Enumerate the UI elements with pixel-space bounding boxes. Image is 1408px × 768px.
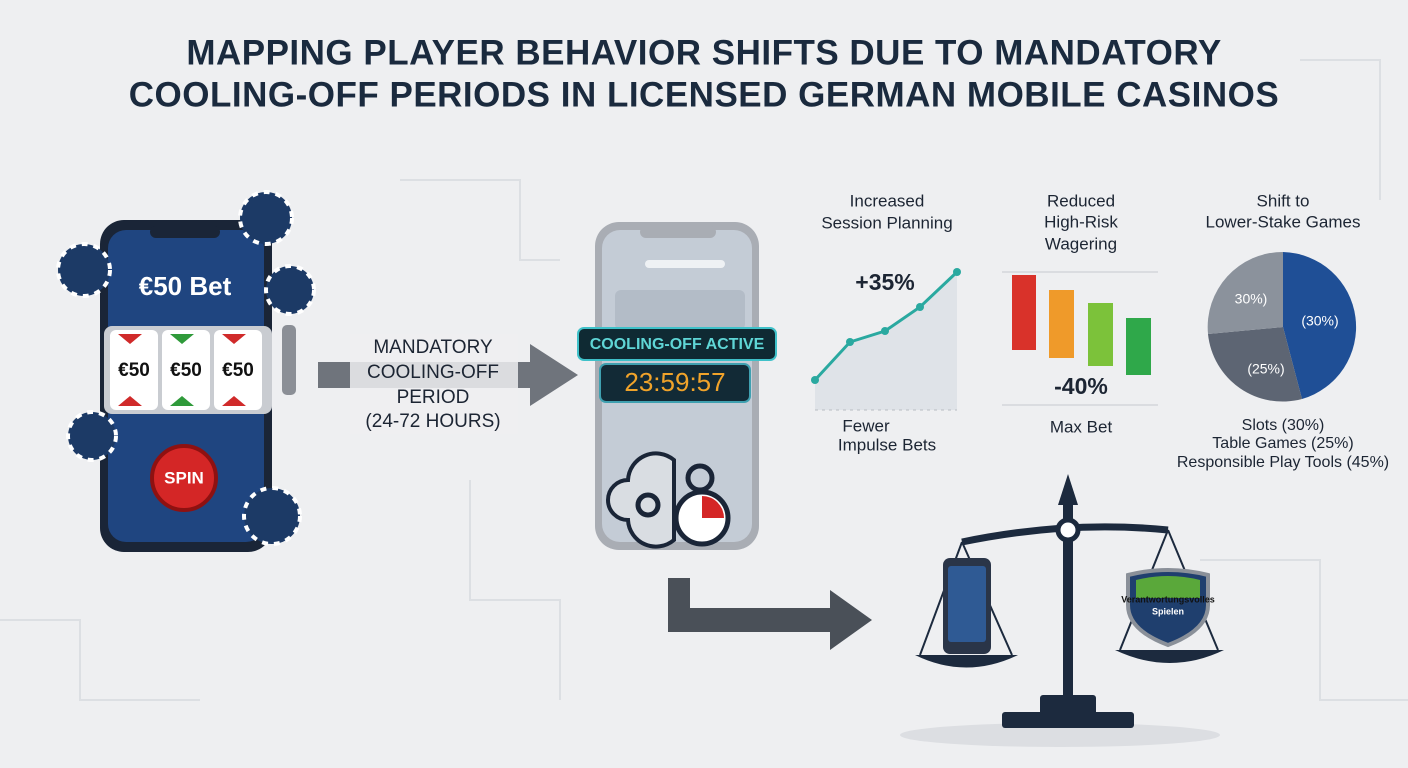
pie-slice	[1283, 252, 1357, 399]
pie-slice	[1208, 327, 1302, 402]
slice-label: (30%)	[1301, 313, 1338, 329]
chip	[238, 190, 294, 246]
timer-box	[599, 363, 751, 403]
panel-title: Session Planning	[821, 213, 952, 232]
spin-label: SPIN	[164, 468, 204, 487]
screen-bar	[645, 260, 725, 268]
scale-tip	[1058, 474, 1078, 505]
panel-title: Increased	[850, 191, 925, 210]
legend-line: Table Games (25%)	[1212, 435, 1353, 452]
panel-title: Reduced	[1047, 191, 1115, 210]
scale-post	[1063, 500, 1073, 700]
scale-foot	[1040, 695, 1096, 715]
panel-caption: Fewer	[842, 416, 890, 435]
slice-label: (25%)	[1247, 361, 1284, 377]
slice-label: 30%)	[1235, 291, 1268, 307]
scale-base	[1002, 712, 1134, 728]
pie-slice	[1207, 251, 1283, 334]
left-pan	[915, 655, 1018, 668]
right-pan	[1115, 650, 1224, 663]
circuit	[1200, 559, 1408, 701]
notch	[640, 226, 716, 238]
badge-label: COOLING-OFF ACTIVE	[590, 336, 765, 353]
trend-point	[811, 376, 819, 384]
shadow	[900, 723, 1220, 747]
transition-label: COOLING-OFF	[367, 362, 499, 383]
panel-high-risk: Reduced High-Risk Wagering -40% Max Bet	[1002, 191, 1158, 436]
bet-label: €50 Bet	[139, 271, 232, 301]
reel-label: €50	[118, 360, 150, 381]
panel-session-planning: Increased Session Planning +35% Fewer Im…	[811, 191, 961, 454]
legend-line: Responsible Play Tools (45%)	[1177, 454, 1389, 471]
bar	[1049, 290, 1074, 358]
legend-line: Slots (30%)	[1242, 417, 1325, 434]
chip	[56, 242, 112, 298]
small-phone-screen	[948, 566, 986, 642]
transition-label: PERIOD	[397, 387, 470, 408]
phone-before: €50 Bet €50 €50 €50 SPIN	[56, 190, 316, 552]
cooling-badge	[577, 327, 777, 361]
trend-point	[846, 338, 854, 346]
phone-after: COOLING-OFF ACTIVE 23:59:57	[577, 222, 777, 550]
spin-button	[150, 444, 218, 512]
stopwatch-segment	[702, 496, 724, 518]
panel-title: Shift to	[1257, 191, 1310, 210]
trend-point	[881, 327, 889, 335]
panel-title: Lower-Stake Games	[1206, 212, 1361, 231]
shield-label: Spielen	[1152, 606, 1184, 616]
notch	[150, 226, 220, 238]
circuit	[0, 619, 200, 701]
panel-change: +35%	[855, 269, 914, 295]
bar	[1126, 318, 1151, 375]
reel-label: €50	[222, 360, 254, 381]
panel-caption: Impulse Bets	[838, 435, 936, 454]
screen-card	[615, 290, 745, 330]
reel	[110, 330, 158, 410]
panel-title: High-Risk	[1044, 212, 1118, 231]
chip	[264, 264, 316, 316]
bar	[1012, 275, 1036, 350]
trend-point	[916, 303, 924, 311]
transition-label: MANDATORY	[373, 337, 493, 358]
panel-change: -40%	[1054, 373, 1108, 399]
reel	[214, 330, 262, 410]
shield-band	[1136, 576, 1200, 598]
timer: 23:59:57	[624, 367, 725, 397]
balance-scale: Verantwortungsvolles Spielen	[900, 474, 1224, 747]
bar	[1088, 303, 1113, 366]
chip	[66, 410, 118, 462]
trend-points	[811, 268, 961, 384]
panel-title: Wagering	[1045, 234, 1117, 253]
shield-label: Verantwortungsvolles	[1121, 594, 1215, 604]
trend-point	[953, 268, 961, 276]
reel-label: €50	[170, 360, 202, 381]
lever	[282, 325, 296, 395]
chip	[242, 486, 302, 546]
circuit	[469, 480, 561, 700]
title-line: COOLING-OFF PERIODS IN LICENSED GERMAN M…	[129, 75, 1279, 114]
circuit	[1300, 59, 1381, 200]
reel	[162, 330, 210, 410]
gear	[635, 492, 661, 518]
transition-label: (24-72 HOURS)	[365, 411, 500, 432]
panel-lower-stake: Shift to Lower-Stake Games 30%) (30%) (2…	[1177, 191, 1389, 471]
title-line: MAPPING PLAYER BEHAVIOR SHIFTS DUE TO MA…	[186, 33, 1221, 72]
pivot	[1055, 517, 1081, 543]
circuit-lines	[0, 59, 1408, 701]
result-arrow	[668, 578, 872, 650]
label-backdrop	[350, 334, 518, 434]
circuit	[400, 179, 560, 261]
panel-caption: Max Bet	[1050, 417, 1113, 436]
